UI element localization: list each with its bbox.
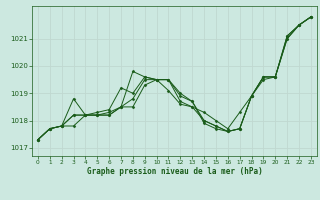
X-axis label: Graphe pression niveau de la mer (hPa): Graphe pression niveau de la mer (hPa) bbox=[86, 167, 262, 176]
